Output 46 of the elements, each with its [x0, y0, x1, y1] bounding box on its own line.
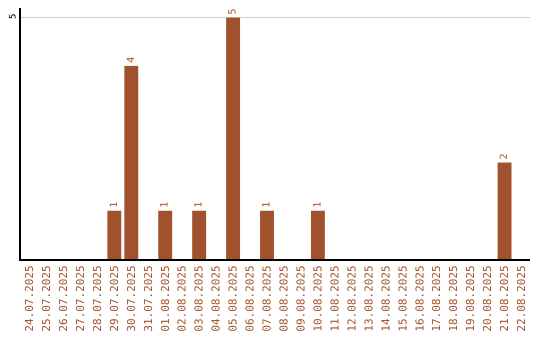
x-tick-label: 10.08.2025 — [311, 265, 324, 332]
bar — [498, 162, 512, 259]
x-tick-label: 19.08.2025 — [464, 265, 478, 332]
data-label: 2 — [499, 153, 510, 160]
x-tick-label: 15.08.2025 — [396, 265, 410, 332]
x-tick-label: 12.08.2025 — [345, 265, 358, 332]
x-tick-label: 30.07.2025 — [124, 265, 138, 332]
bar — [260, 210, 274, 259]
x-tick-label: 07.08.2025 — [260, 265, 274, 332]
x-tick-label: 06.08.2025 — [244, 265, 257, 332]
bar — [226, 18, 240, 259]
x-tick-label: 22.08.2025 — [515, 265, 528, 332]
x-tick-label: 08.08.2025 — [278, 265, 291, 332]
x-tick-label: 21.08.2025 — [498, 265, 512, 332]
bar — [107, 210, 122, 259]
bar — [310, 210, 325, 259]
x-tick-label: 29.07.2025 — [108, 265, 121, 332]
data-label: 5 — [228, 8, 239, 15]
x-tick-label: 26.07.2025 — [56, 265, 70, 332]
x-tick-label: 09.08.2025 — [294, 265, 308, 332]
bar — [158, 210, 172, 259]
x-tick-label: 28.07.2025 — [90, 265, 104, 332]
x-tick-label: 02.08.2025 — [176, 265, 189, 332]
data-label: 1 — [312, 202, 324, 208]
x-tick-label: 25.07.2025 — [40, 265, 54, 332]
x-tick-label: 04.08.2025 — [210, 265, 223, 332]
data-label: 4 — [126, 56, 137, 63]
bar — [124, 66, 138, 259]
x-tick-label: 27.07.2025 — [74, 265, 87, 332]
x-tick-label: 01.08.2025 — [158, 265, 172, 332]
x-tick-label: 24.07.2025 — [23, 265, 36, 332]
x-tick-label: 18.08.2025 — [447, 265, 460, 332]
x-tick-label: 11.08.2025 — [328, 265, 342, 332]
data-label: 1 — [194, 202, 205, 208]
x-tick-label: 03.08.2025 — [192, 265, 206, 332]
data-label: 1 — [108, 202, 120, 208]
data-label: 1 — [160, 202, 171, 208]
x-tick-label: 13.08.2025 — [362, 265, 376, 332]
bar — [192, 210, 206, 259]
x-tick-label: 05.08.2025 — [226, 265, 240, 332]
x-tick-label: 31.07.2025 — [142, 265, 155, 332]
x-tick-label: 16.08.2025 — [413, 265, 426, 332]
x-tick-label: 14.08.2025 — [379, 265, 392, 332]
x-tick-label: 20.08.2025 — [481, 265, 494, 332]
x-tick-label: 17.08.2025 — [430, 265, 444, 332]
data-label: 1 — [262, 202, 273, 208]
